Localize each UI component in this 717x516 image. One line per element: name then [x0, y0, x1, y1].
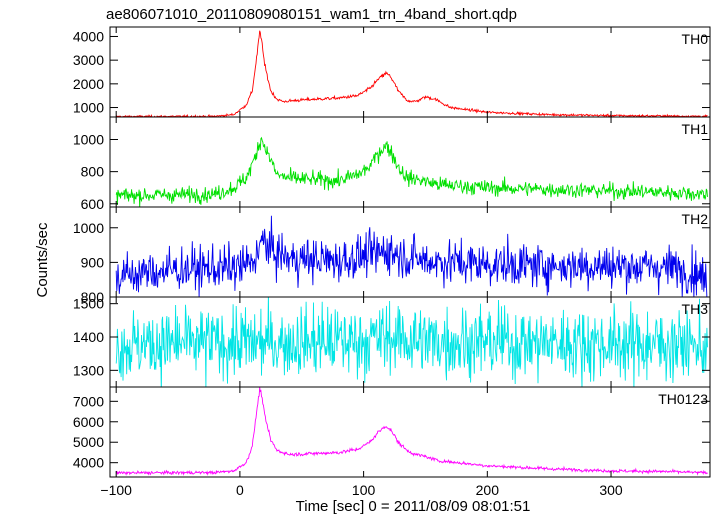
y-tick-label: 600: [81, 196, 105, 212]
panel-th1: 600 800 1000 TH1: [73, 116, 711, 212]
y-tick-label: 1000: [73, 132, 104, 148]
panel-label: TH0: [682, 31, 709, 47]
x-tick-label: 100: [352, 482, 376, 498]
y-axis-label: Counts/sec: [34, 222, 51, 298]
y-tick-label: 1300: [73, 362, 104, 378]
y-tick-label: 800: [81, 164, 105, 180]
y-tick-label: 1400: [73, 329, 104, 345]
panels-group: 1000 2000 3000 4000 TH0 600 800 1000 TH1 800 900 10…: [73, 26, 711, 478]
panel-frame: [109, 26, 711, 118]
y-tick-label: 1000: [73, 100, 104, 116]
panel-th2: 800 900 1000 TH2: [73, 206, 711, 305]
y-tick-label: 800: [81, 289, 105, 305]
series-line-th0: [116, 30, 708, 117]
y-tick-label: 3000: [73, 52, 104, 68]
x-axis: −100 0 100 200 300: [100, 482, 623, 498]
y-tick-label: 5000: [73, 434, 104, 450]
y-tick-label: 1500: [73, 296, 104, 312]
panel-label: TH0123: [658, 391, 708, 407]
chart-title: ae806071010_20110809080151_wam1_trn_4ban…: [106, 6, 517, 23]
panel-th0: 1000 2000 3000 4000 TH0: [73, 26, 711, 118]
panel-label: TH1: [682, 121, 709, 137]
series-line-th0123: [115, 387, 708, 476]
panel-th3: 1300 1400 1500 TH3: [73, 296, 711, 388]
y-tick-label: 900: [81, 254, 105, 270]
y-tick-label: 7000: [73, 393, 104, 409]
y-tick-label: 1000: [73, 220, 104, 236]
x-tick-label: 0: [236, 482, 244, 498]
panel-th0123: 4000 5000 6000 7000 TH0123: [73, 386, 711, 478]
x-tick-label: 200: [476, 482, 500, 498]
series-line-th3: [115, 297, 708, 387]
y-tick-label: 6000: [73, 414, 104, 430]
y-tick-label: 4000: [73, 28, 104, 44]
panel-label: TH3: [682, 301, 709, 317]
y-tick-label: 4000: [73, 455, 104, 471]
x-tick-label: −100: [100, 482, 132, 498]
series-line-th2: [115, 215, 708, 297]
y-tick-label: 2000: [73, 76, 104, 92]
panel-frame: [109, 386, 711, 478]
x-tick-label: 300: [599, 482, 623, 498]
x-axis-label: Time [sec] 0 = 2011/08/09 08:01:51: [296, 498, 531, 515]
series-line-th1: [115, 136, 708, 207]
panel-label: TH2: [682, 211, 709, 227]
